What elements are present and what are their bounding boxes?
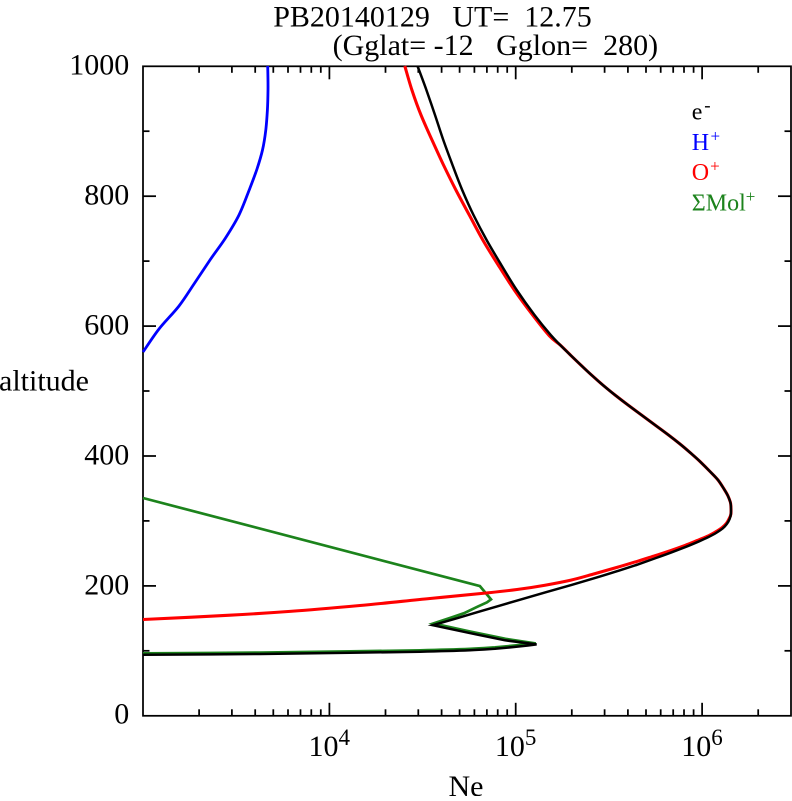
svg-text:400: 400: [84, 438, 129, 471]
svg-text:(Gglat= -12 Gglon= 280): (Gglat= -12 Gglon= 280): [333, 29, 658, 62]
svg-text:800: 800: [84, 178, 129, 211]
svg-text:ΣMol+: ΣMol+: [692, 187, 756, 217]
svg-text:200: 200: [84, 568, 129, 601]
svg-text:600: 600: [84, 308, 129, 341]
svg-text:0: 0: [114, 698, 129, 731]
svg-text:altitude: altitude: [0, 365, 89, 398]
svg-text:Ne: Ne: [449, 770, 484, 796]
svg-text:1000: 1000: [69, 49, 129, 82]
svg-text:PB20140129 UT= 12.75: PB20140129 UT= 12.75: [273, 0, 592, 33]
